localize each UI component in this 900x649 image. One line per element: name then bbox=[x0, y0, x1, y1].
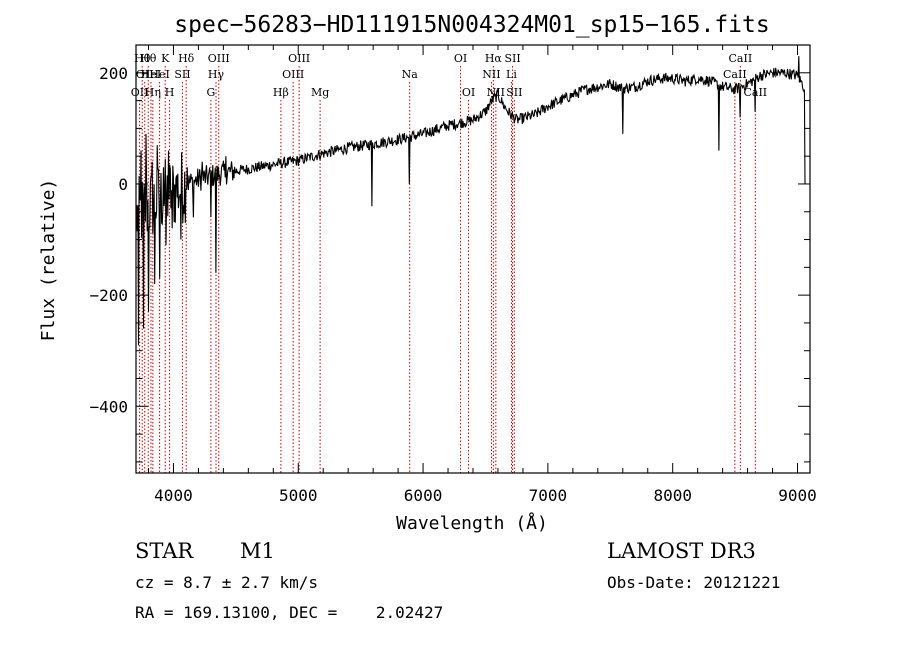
emission-line-label: CaII bbox=[723, 68, 747, 81]
x-tick-label: 9000 bbox=[778, 486, 817, 505]
emission-line-label: SII bbox=[174, 68, 190, 81]
emission-line-labels: OIIHθOIIHθHeIHηHeIKHSIIHδGHγOIIIHβOIIIOI… bbox=[131, 52, 767, 99]
emission-line-label: SII bbox=[504, 52, 520, 65]
emission-line-label: OII bbox=[131, 86, 149, 99]
emission-line-label: OI bbox=[454, 52, 467, 65]
emission-line-label: NII bbox=[482, 68, 500, 81]
x-tick-label: 8000 bbox=[653, 486, 692, 505]
emission-line-label: NII bbox=[487, 86, 505, 99]
coordinates: RA = 169.13100, DEC = 2.02427 bbox=[135, 603, 444, 622]
emission-line-label: HeI bbox=[141, 68, 161, 81]
emission-line-label: HeI bbox=[149, 68, 169, 81]
emission-line-label: OII bbox=[136, 68, 154, 81]
plot-frame bbox=[135, 44, 811, 474]
x-tick-label: 7000 bbox=[529, 486, 568, 505]
x-axis-ticks: 4000 5000 6000 7000 8000 9000 bbox=[147, 45, 817, 505]
x-tick-label: 5000 bbox=[279, 486, 318, 505]
emission-line-label: Hδ bbox=[178, 52, 195, 65]
emission-line-label: OI bbox=[462, 86, 475, 99]
observation-date: Obs-Date: 20121221 bbox=[607, 573, 781, 592]
emission-line-label: Hα bbox=[485, 52, 503, 65]
spectrum-line bbox=[136, 56, 806, 346]
emission-line-label: K bbox=[161, 52, 170, 65]
emission-line-label: OIII bbox=[208, 52, 230, 65]
redshift-velocity: cz = 8.7 ± 2.7 km/s bbox=[135, 573, 319, 592]
y-tick-label: 200 bbox=[99, 64, 128, 83]
y-tick-label: 0 bbox=[118, 175, 128, 194]
emission-line-label: SII bbox=[506, 86, 522, 99]
emission-line-label: Hθ bbox=[134, 52, 151, 65]
emission-line-label: Mg bbox=[311, 86, 329, 99]
emission-line-label: OIII bbox=[282, 68, 304, 81]
x-axis-label: Wavelength (Å) bbox=[396, 512, 548, 534]
emission-line-label: H bbox=[165, 86, 175, 99]
emission-line-markers bbox=[139, 66, 756, 473]
x-tick-label: 4000 bbox=[154, 486, 193, 505]
emission-line-label: OIII bbox=[288, 52, 310, 65]
emission-line-label: Li bbox=[506, 68, 517, 81]
object-class: STAR bbox=[135, 539, 194, 563]
emission-line-label: Hγ bbox=[208, 68, 225, 81]
emission-line-label: Hη bbox=[145, 86, 161, 99]
y-axis-ticks: −400 −200 0 200 bbox=[89, 64, 810, 463]
survey-name: LAMOST DR3 bbox=[607, 539, 756, 563]
chart-title: spec−56283−HD111915N004324M01_sp15−165.f… bbox=[174, 12, 769, 38]
emission-line-label: CaII bbox=[729, 52, 753, 65]
emission-line-label: Hβ bbox=[273, 86, 289, 99]
emission-line-label: Na bbox=[402, 68, 419, 81]
x-tick-label: 6000 bbox=[404, 486, 443, 505]
emission-line-label: G bbox=[206, 86, 215, 99]
emission-line-label: Hθ bbox=[140, 52, 157, 65]
y-axis-label: Flux (relative) bbox=[38, 179, 59, 342]
y-tick-label: −400 bbox=[89, 397, 128, 416]
y-tick-label: −200 bbox=[89, 286, 128, 305]
object-subclass: M1 bbox=[240, 539, 275, 563]
